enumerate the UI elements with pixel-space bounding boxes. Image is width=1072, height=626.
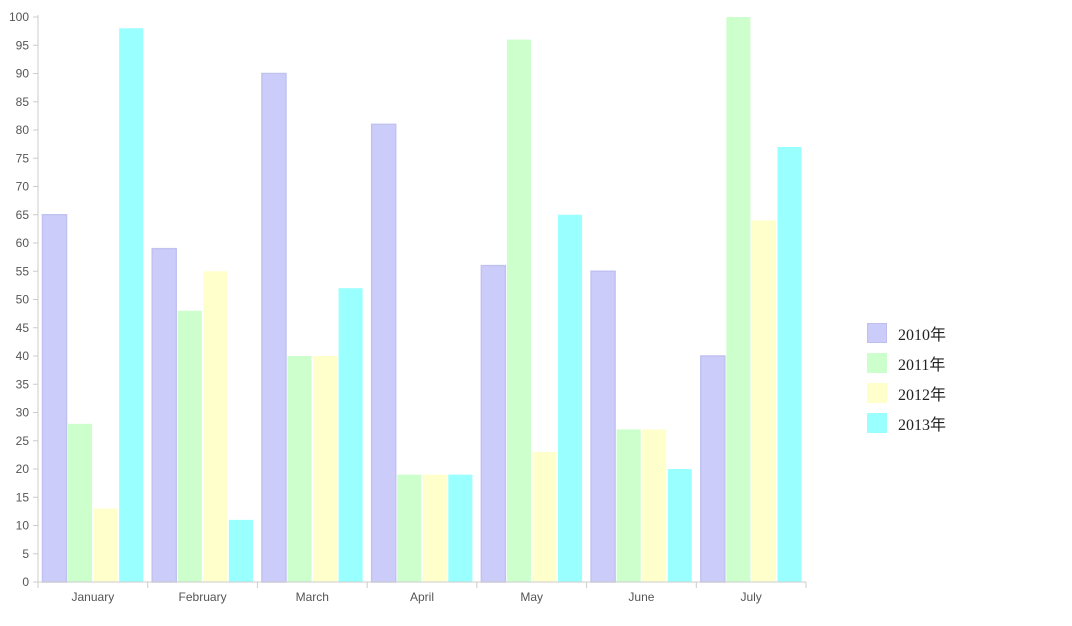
y-tick-label: 40 bbox=[16, 349, 30, 363]
x-tick-label-june: June bbox=[628, 590, 654, 604]
legend-swatch-2012 bbox=[867, 383, 887, 403]
bar-july-series-3[interactable] bbox=[777, 146, 802, 582]
y-tick-label: 10 bbox=[16, 519, 30, 533]
bar-january-series-2[interactable] bbox=[93, 508, 118, 582]
x-tick-label-may: May bbox=[520, 590, 543, 604]
bar-june-series-2[interactable] bbox=[642, 429, 667, 582]
y-tick-label: 60 bbox=[16, 236, 30, 250]
x-tick-label-july: July bbox=[740, 590, 761, 604]
y-tick-label: 100 bbox=[9, 10, 29, 24]
y-tick-label: 70 bbox=[16, 180, 30, 194]
legend-label-2010: 2010年 bbox=[898, 327, 947, 344]
x-tick-label-january: January bbox=[72, 590, 115, 604]
bar-march-series-0[interactable] bbox=[261, 72, 287, 583]
bar-january-series-1[interactable] bbox=[68, 423, 93, 582]
bar-march-series-3[interactable] bbox=[338, 288, 363, 582]
y-tick-label: 85 bbox=[16, 95, 30, 109]
y-tick-label: 65 bbox=[16, 208, 30, 222]
bar-may-series-0[interactable] bbox=[480, 264, 507, 583]
bar-march-series-2[interactable] bbox=[313, 356, 338, 582]
y-tick-label: 45 bbox=[16, 321, 30, 335]
legend-label-2013: 2013年 bbox=[898, 417, 947, 434]
bar-may-series-1[interactable] bbox=[506, 39, 531, 583]
x-tick-label-april: April bbox=[410, 590, 434, 604]
legend-label-2012: 2012年 bbox=[898, 387, 947, 404]
bar-july-series-2[interactable] bbox=[751, 220, 776, 582]
bar-january-series-3[interactable] bbox=[119, 28, 144, 583]
y-tick-label: 95 bbox=[16, 38, 30, 52]
y-tick-label: 50 bbox=[16, 293, 30, 307]
bar-may-series-2[interactable] bbox=[532, 452, 557, 582]
legend: 2010年 2011年 2012年 2013年 bbox=[867, 318, 946, 438]
y-tick-label: 35 bbox=[16, 377, 30, 391]
legend-swatch-2013 bbox=[867, 413, 887, 433]
x-tick-label-february: February bbox=[179, 590, 227, 604]
legend-item-2010[interactable]: 2010年 bbox=[867, 318, 946, 348]
y-tick-label: 5 bbox=[22, 547, 29, 561]
legend-item-2012[interactable]: 2012年 bbox=[867, 378, 946, 408]
legend-swatch-2011 bbox=[867, 353, 887, 373]
bar-february-series-2[interactable] bbox=[203, 271, 228, 582]
axes-group: 0 5 10 15 20 25 30 35 40 45 50 55 60 65 70 75 80 85 90 95 10… bbox=[9, 10, 807, 604]
bar-april-series-0[interactable] bbox=[370, 123, 397, 583]
bar-april-series-1[interactable] bbox=[397, 474, 422, 582]
legend-label-2011: 2011年 bbox=[898, 357, 946, 374]
bar-june-series-0[interactable] bbox=[590, 270, 616, 583]
bar-january-series-0[interactable] bbox=[41, 214, 68, 583]
bar-april-series-2[interactable] bbox=[422, 474, 447, 582]
bar-june-series-3[interactable] bbox=[667, 469, 692, 582]
y-tick-label: 90 bbox=[16, 67, 30, 81]
y-tick-label: 80 bbox=[16, 123, 30, 137]
y-tick-label: 25 bbox=[16, 434, 30, 448]
y-tick-label: 15 bbox=[16, 490, 30, 504]
bar-february-series-1[interactable] bbox=[177, 310, 202, 582]
bar-march-series-1[interactable] bbox=[287, 356, 312, 582]
bar-july-series-1[interactable] bbox=[726, 17, 751, 582]
y-tick-label: 75 bbox=[16, 151, 30, 165]
legend-item-2013[interactable]: 2013年 bbox=[867, 408, 946, 438]
bar-april-series-3[interactable] bbox=[448, 474, 473, 582]
bar-february-series-3[interactable] bbox=[228, 519, 253, 582]
bar-july-series-0[interactable] bbox=[700, 355, 726, 583]
bars-group bbox=[41, 17, 802, 583]
bar-june-series-1[interactable] bbox=[616, 429, 641, 582]
y-tick-label: 30 bbox=[16, 406, 30, 420]
bar-february-series-0[interactable] bbox=[151, 247, 178, 583]
y-tick-label: 0 bbox=[22, 575, 29, 589]
y-tick-label: 55 bbox=[16, 264, 30, 278]
bar-may-series-3[interactable] bbox=[558, 214, 583, 582]
legend-swatch-2010 bbox=[867, 323, 887, 343]
x-tick-label-march: March bbox=[296, 590, 329, 604]
y-tick-label: 20 bbox=[16, 462, 30, 476]
legend-item-2011[interactable]: 2011年 bbox=[867, 348, 946, 378]
